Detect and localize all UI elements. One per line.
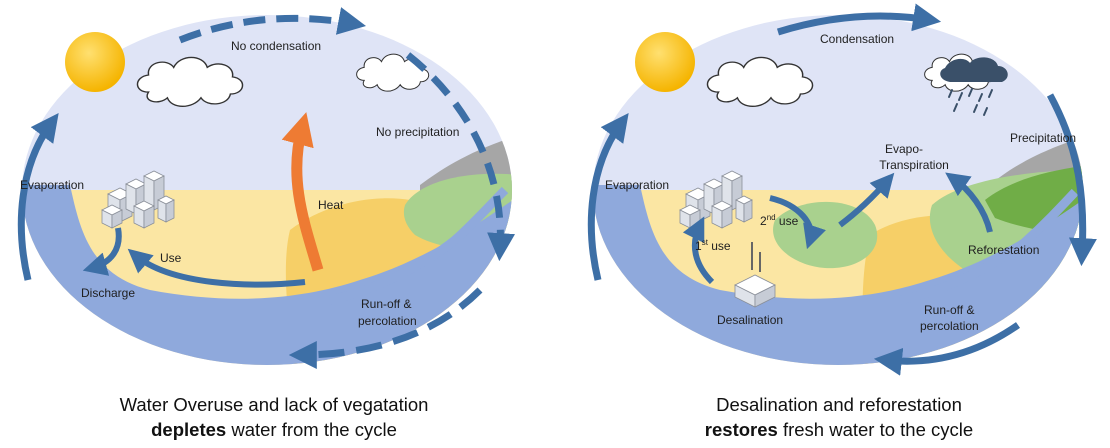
label-discharge: Discharge — [81, 286, 135, 300]
left-caption-line1: Water Overuse and lack of vegatation — [14, 392, 534, 417]
label-second-use: 2nd use — [760, 213, 799, 228]
label-evaporation-right: Evaporation — [605, 178, 669, 192]
right-caption-line1: Desalination and reforestation — [579, 392, 1099, 417]
label-runoff-right-1: Run-off & — [924, 303, 974, 317]
right-caption-bold: restores — [705, 419, 778, 440]
label-runoff-left-1: Run-off & — [361, 297, 411, 311]
label-no-precipitation: No precipitation — [376, 125, 459, 139]
left-caption-line2: depletes water from the cycle — [14, 417, 534, 442]
left-caption-bold: depletes — [151, 419, 226, 440]
right-caption: Desalination and reforestation restores … — [579, 392, 1099, 442]
label-condensation: Condensation — [820, 32, 894, 46]
label-evapo-2: Transpiration — [879, 158, 949, 172]
right-panel: Condensation Precipitation Evapo- Transp… — [590, 0, 1110, 448]
left-caption-rest: water from the cycle — [226, 419, 397, 440]
left-sun-icon — [65, 32, 125, 92]
label-heat: Heat — [318, 198, 344, 212]
right-sun-icon — [635, 32, 695, 92]
right-caption-line2: restores fresh water to the cycle — [579, 417, 1099, 442]
label-no-condensation: No condensation — [231, 39, 321, 53]
left-caption: Water Overuse and lack of vegatation dep… — [14, 392, 534, 442]
label-use: Use — [160, 251, 182, 265]
label-precipitation: Precipitation — [1010, 131, 1076, 145]
right-caption-rest: fresh water to the cycle — [778, 419, 973, 440]
label-evaporation-left: Evaporation — [20, 178, 84, 192]
label-reforestation: Reforestation — [968, 243, 1039, 257]
label-evapo-1: Evapo- — [885, 142, 923, 156]
left-panel: No condensation No precipitation Evapora… — [0, 0, 540, 448]
label-runoff-left-2: percolation — [358, 314, 417, 328]
label-desalination: Desalination — [717, 313, 783, 327]
label-runoff-right-2: percolation — [920, 319, 979, 333]
label-first-use: 1st use — [695, 238, 731, 253]
